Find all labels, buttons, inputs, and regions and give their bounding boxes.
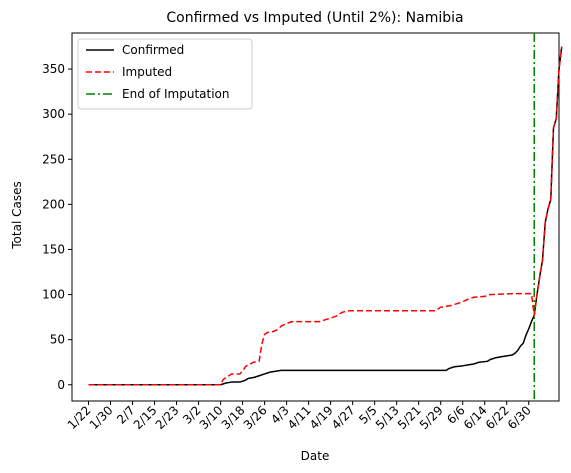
- y-tick-label: 50: [50, 333, 65, 347]
- y-tick-label: 300: [42, 107, 65, 121]
- y-tick-label: 350: [42, 62, 65, 76]
- legend: Confirmed Imputed End of Imputation: [77, 38, 253, 110]
- y-tick-label: 150: [42, 242, 65, 256]
- y-axis-label: Total Cases: [10, 181, 24, 249]
- y-tick-label: 200: [42, 197, 65, 211]
- series-line-imputed: [88, 46, 563, 386]
- legend-entry: End of Imputation: [122, 87, 230, 101]
- legend-entry: Imputed: [122, 65, 172, 79]
- legend-box: [77, 38, 253, 110]
- axes-frame: [71, 32, 560, 402]
- legend-entry: Confirmed: [122, 43, 184, 57]
- y-tick-label: 0: [57, 378, 65, 392]
- x-axis-label: Date: [301, 449, 330, 463]
- y-tick-label: 100: [42, 288, 65, 302]
- y-axis-ticks: 0 50 100 150 200 250 300 350: [42, 62, 72, 392]
- chart-title: Confirmed vs Imputed (Until 2%): Namibia: [166, 10, 463, 26]
- y-tick-label: 250: [42, 152, 65, 166]
- plot-area: [71, 32, 563, 402]
